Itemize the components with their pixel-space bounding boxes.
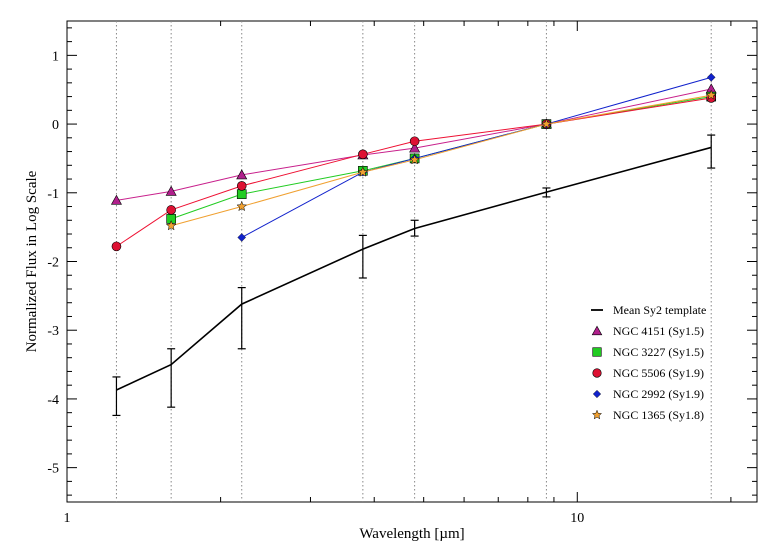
y-tick-label: -1: [47, 187, 59, 202]
star-marker: [165, 220, 177, 231]
circle-marker: [111, 241, 122, 252]
y-tick-label: -4: [47, 393, 59, 408]
y-tick-label: 1: [52, 49, 59, 64]
legend-label: Mean Sy2 template: [613, 303, 706, 317]
legend-item: NGC 1365 (Sy1.8): [591, 408, 704, 422]
circle-marker: [166, 205, 176, 215]
y-tick-label: -2: [47, 256, 59, 271]
y-tick-label: 0: [52, 118, 59, 133]
series-5: [165, 89, 717, 231]
series-line: [171, 94, 712, 227]
triangle-marker: [409, 142, 421, 153]
series-0: [112, 134, 716, 417]
plot-area: [66, 20, 758, 503]
x-tick-label: 10: [570, 511, 584, 526]
star-marker: [357, 166, 369, 177]
star-marker: [409, 154, 421, 165]
series-2: [166, 91, 717, 224]
star-marker: [541, 118, 552, 129]
x-axis-title: Wavelength [µm]: [359, 526, 464, 542]
square-marker: [236, 189, 247, 199]
series-layer: [110, 73, 717, 417]
legend-item: Mean Sy2 template: [591, 303, 706, 317]
circle-marker: [592, 368, 602, 378]
legend-item: NGC 5506 (Sy1.9): [592, 366, 704, 380]
legend-label: NGC 4151 (Sy1.5): [613, 324, 704, 338]
legend-item: NGC 2992 (Sy1.9): [592, 387, 704, 401]
x-tick-label: 1: [64, 511, 71, 526]
diamond-marker: [237, 233, 247, 242]
square-marker: [592, 347, 602, 357]
circle-marker: [236, 181, 247, 191]
y-tick-label: -5: [47, 462, 59, 477]
diamond-marker: [592, 389, 602, 399]
star-marker: [236, 200, 248, 212]
legend-label: NGC 1365 (Sy1.8): [613, 408, 704, 422]
series-3: [111, 93, 717, 252]
y-axis-title: Normalized Flux in Log Scale: [24, 170, 40, 352]
circle-marker: [409, 136, 420, 147]
plot-frame: [66, 20, 758, 503]
legend-item: NGC 3227 (Sy1.5): [592, 345, 704, 359]
triangle-marker: [236, 169, 248, 180]
series-line: [170, 96, 712, 220]
series-line: [241, 76, 712, 238]
circle-marker: [358, 149, 368, 160]
triangle-marker: [591, 325, 603, 336]
legend-item: NGC 4151 (Sy1.5): [591, 324, 704, 338]
triangle-marker: [110, 194, 122, 205]
legend-label: NGC 5506 (Sy1.9): [613, 366, 704, 380]
y-tick-label: -3: [47, 324, 59, 339]
axes: 10-1-2-3-4-51 10: [47, 21, 757, 526]
series-4: [237, 73, 716, 242]
legend-label: NGC 2992 (Sy1.9): [613, 387, 704, 401]
vertical-dotted-lines: [115, 21, 712, 502]
triangle-marker: [165, 185, 177, 196]
star-marker: [591, 409, 603, 420]
star-marker: [705, 89, 717, 100]
legend-label: NGC 3227 (Sy1.5): [613, 345, 704, 359]
diamond-marker: [706, 73, 716, 82]
legend: Mean Sy2 template NGC 4151 (Sy1.5) NGC 322…: [591, 303, 706, 422]
